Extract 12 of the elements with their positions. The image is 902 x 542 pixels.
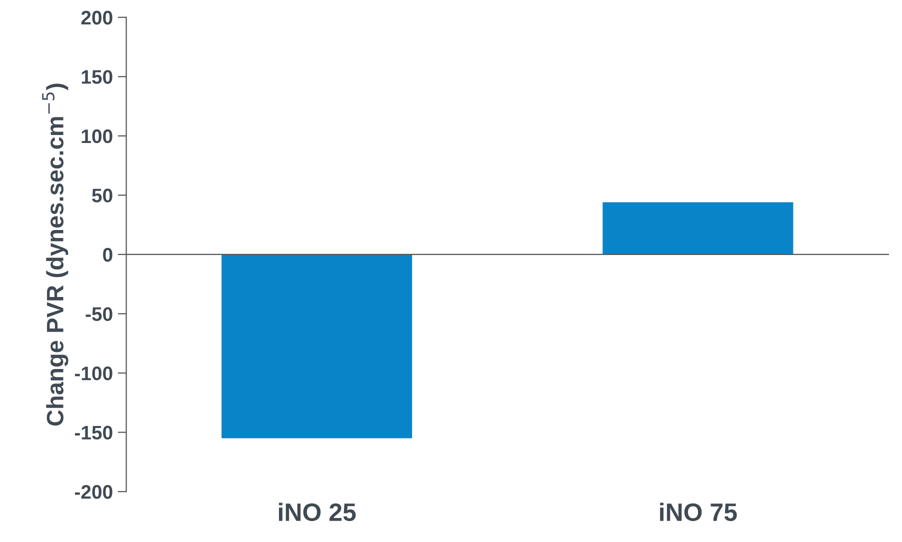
x-tick-label: iNO 25 xyxy=(278,502,356,522)
y-tick-label: 200 xyxy=(81,10,112,25)
y-tick-label: 50 xyxy=(92,188,112,202)
y-tick-label: -100 xyxy=(74,366,112,380)
y-tick-label: 0 xyxy=(103,248,112,262)
y-axis-title: Change PVR (dynes.sec.cm$^{−5}$) xyxy=(42,84,68,426)
x-tick-label: iNO 75 xyxy=(660,502,737,522)
y-tick-label: 150 xyxy=(82,70,112,84)
y-tick-label: -50 xyxy=(86,307,112,321)
y-tick-label: -150 xyxy=(74,426,112,440)
y-tick-label: 100 xyxy=(82,129,112,144)
y-tick-label: -200 xyxy=(74,485,112,499)
